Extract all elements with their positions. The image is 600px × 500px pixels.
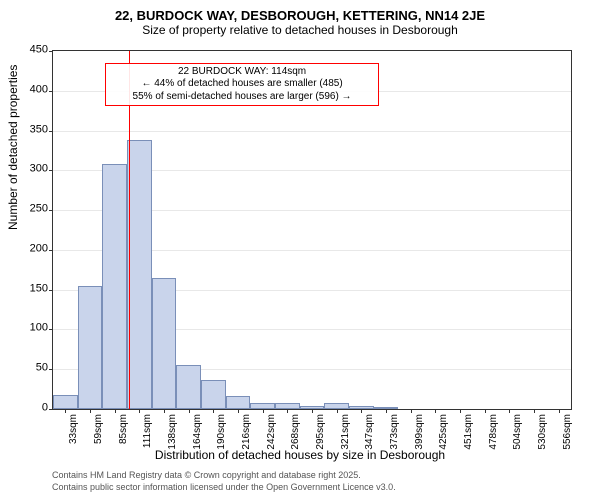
- x-tick: [337, 409, 338, 413]
- annotation-line: 22 BURDOCK WAY: 114sqm: [110, 66, 375, 79]
- x-tick: [213, 409, 214, 413]
- y-tick: [49, 409, 53, 410]
- x-tick-label: 111sqm: [142, 414, 153, 448]
- x-tick: [189, 409, 190, 413]
- y-tick: [49, 290, 53, 291]
- x-tick-label: 59sqm: [93, 414, 104, 444]
- footer-line-2: Contains public sector information licen…: [52, 482, 396, 492]
- y-tick-label: 200: [8, 243, 48, 254]
- title-main: 22, BURDOCK WAY, DESBOROUGH, KETTERING, …: [0, 0, 600, 23]
- y-tick-label: 150: [8, 283, 48, 294]
- histogram-bar: [127, 140, 152, 409]
- histogram-bar: [53, 395, 78, 409]
- x-tick: [411, 409, 412, 413]
- y-tick: [49, 329, 53, 330]
- y-tick-label: 250: [8, 204, 48, 215]
- y-tick-label: 400: [8, 84, 48, 95]
- x-tick-label: 190sqm: [216, 414, 227, 450]
- x-tick: [312, 409, 313, 413]
- x-tick: [115, 409, 116, 413]
- x-tick-label: 268sqm: [290, 414, 301, 450]
- x-tick-label: 347sqm: [364, 414, 375, 450]
- y-tick-label: 50: [8, 363, 48, 374]
- x-tick-label: 138sqm: [167, 414, 178, 450]
- x-tick: [485, 409, 486, 413]
- x-tick: [460, 409, 461, 413]
- x-tick: [559, 409, 560, 413]
- y-tick: [49, 131, 53, 132]
- histogram-bar: [176, 365, 201, 409]
- histogram-bar: [201, 380, 226, 409]
- x-tick: [65, 409, 66, 413]
- x-tick: [139, 409, 140, 413]
- x-tick-label: 295sqm: [315, 414, 326, 450]
- x-axis-label: Distribution of detached houses by size …: [0, 448, 600, 462]
- gridline: [53, 131, 571, 132]
- x-tick: [90, 409, 91, 413]
- histogram-bar: [226, 396, 251, 409]
- x-tick-label: 373sqm: [389, 414, 400, 450]
- x-tick: [386, 409, 387, 413]
- y-tick-label: 450: [8, 45, 48, 56]
- x-tick-label: 399sqm: [414, 414, 425, 450]
- x-tick: [287, 409, 288, 413]
- x-tick-label: 478sqm: [488, 414, 499, 450]
- histogram-bar: [152, 278, 177, 409]
- x-tick-label: 451sqm: [463, 414, 474, 450]
- x-tick: [361, 409, 362, 413]
- x-tick: [164, 409, 165, 413]
- annotation-line: ← 44% of detached houses are smaller (48…: [110, 78, 375, 91]
- y-tick: [49, 210, 53, 211]
- x-tick-label: 164sqm: [192, 414, 203, 450]
- chart-area: 22 BURDOCK WAY: 114sqm← 44% of detached …: [52, 50, 572, 410]
- x-tick-label: 530sqm: [537, 414, 548, 450]
- y-tick-label: 100: [8, 323, 48, 334]
- y-tick: [49, 91, 53, 92]
- x-tick-label: 85sqm: [118, 414, 129, 444]
- y-tick: [49, 51, 53, 52]
- x-tick-label: 33sqm: [68, 414, 79, 444]
- y-tick-label: 0: [8, 403, 48, 414]
- y-tick: [49, 250, 53, 251]
- x-tick: [263, 409, 264, 413]
- x-tick-label: 242sqm: [266, 414, 277, 450]
- y-tick: [49, 170, 53, 171]
- x-tick-label: 556sqm: [562, 414, 573, 450]
- x-tick: [509, 409, 510, 413]
- x-tick: [534, 409, 535, 413]
- x-tick-label: 321sqm: [340, 414, 351, 450]
- annotation-line: 55% of semi-detached houses are larger (…: [110, 91, 375, 104]
- footer-line-1: Contains HM Land Registry data © Crown c…: [52, 470, 361, 480]
- x-tick-label: 425sqm: [438, 414, 449, 450]
- x-tick-label: 504sqm: [512, 414, 523, 450]
- histogram-bar: [102, 164, 127, 409]
- annotation-box: 22 BURDOCK WAY: 114sqm← 44% of detached …: [105, 63, 380, 107]
- y-tick-label: 350: [8, 124, 48, 135]
- y-tick: [49, 369, 53, 370]
- x-tick: [238, 409, 239, 413]
- y-tick-label: 300: [8, 164, 48, 175]
- histogram-bar: [78, 286, 103, 409]
- x-tick-label: 216sqm: [241, 414, 252, 450]
- title-sub: Size of property relative to detached ho…: [0, 23, 600, 43]
- x-tick: [435, 409, 436, 413]
